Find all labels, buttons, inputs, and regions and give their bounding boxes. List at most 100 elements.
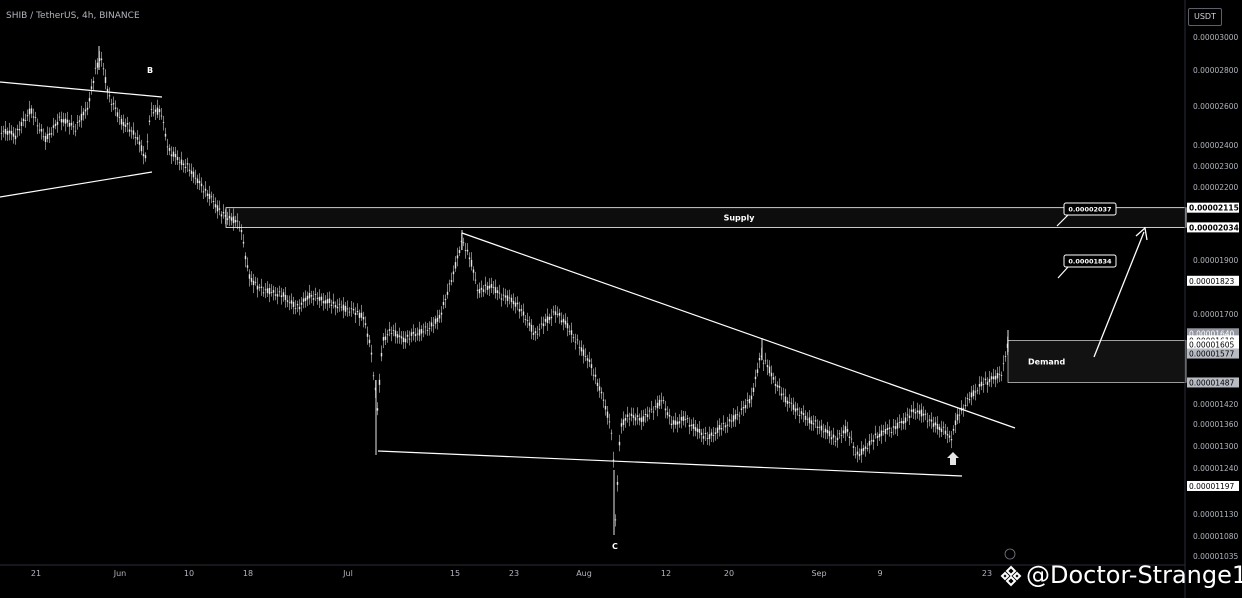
candle-body xyxy=(50,133,53,135)
price-tag-bg xyxy=(1187,339,1239,350)
candle-body xyxy=(972,390,975,397)
candle-body xyxy=(214,204,217,208)
candle-body xyxy=(22,118,25,122)
candle-body xyxy=(78,120,81,122)
watermark-text: @Doctor-Strange1 xyxy=(1026,561,1242,589)
candle-body xyxy=(712,435,715,436)
candle-body xyxy=(774,383,777,386)
callout-00002037-leader xyxy=(1056,214,1069,227)
candle-body xyxy=(294,308,297,309)
currency-button[interactable]: USDT xyxy=(1188,8,1222,26)
candle-body xyxy=(68,123,71,127)
candle-body xyxy=(610,432,613,434)
candle-body xyxy=(956,414,959,421)
candle-body xyxy=(1002,363,1005,365)
candle-body xyxy=(606,411,609,418)
candle-body xyxy=(586,358,589,361)
candle-body xyxy=(978,384,981,387)
candle-body xyxy=(108,95,111,97)
candle-body xyxy=(980,381,983,387)
candle-body xyxy=(478,289,481,294)
candle-body xyxy=(344,306,347,312)
candle-body xyxy=(192,171,195,178)
y-tick-label: 0.00001240 xyxy=(1193,464,1239,473)
candle-body xyxy=(952,428,955,431)
candle-body xyxy=(912,409,915,413)
candle-body xyxy=(124,124,127,127)
candle-body xyxy=(88,98,91,102)
candle-body xyxy=(114,107,117,109)
candle-body xyxy=(554,311,557,315)
candle-body xyxy=(234,220,237,223)
candle-body xyxy=(90,86,93,89)
binance-logo-icon xyxy=(1000,565,1022,587)
candle-body xyxy=(168,148,171,151)
candle-body xyxy=(906,414,909,416)
candle-body xyxy=(818,426,821,428)
candle-body xyxy=(488,285,491,289)
candle-body xyxy=(994,375,997,380)
x-tick-label: Sep xyxy=(811,569,826,578)
candle-body xyxy=(380,353,383,357)
candle-body xyxy=(386,334,389,336)
candle-body xyxy=(84,109,87,112)
candle-body xyxy=(458,250,461,253)
candle-body xyxy=(476,289,479,291)
candle-body xyxy=(140,145,143,152)
candle-body xyxy=(648,410,651,412)
candle-body xyxy=(986,381,989,385)
candle-body xyxy=(28,108,31,115)
candle-body xyxy=(8,130,11,134)
y-tick-label: 0.00003000 xyxy=(1193,33,1239,42)
candle-body xyxy=(70,122,73,126)
candle-body xyxy=(338,303,341,305)
candle-body xyxy=(816,426,819,428)
candle-body xyxy=(242,241,245,244)
candle-body xyxy=(718,425,721,430)
candle-body xyxy=(754,376,757,380)
x-tick-label: 23 xyxy=(982,569,992,578)
candle-body xyxy=(462,242,465,244)
candle-body xyxy=(706,438,709,439)
candle-body xyxy=(514,302,517,307)
candle-body xyxy=(328,298,331,303)
candle-body xyxy=(544,318,547,322)
candle-body xyxy=(250,278,253,282)
candle-body xyxy=(80,113,83,121)
candle-body xyxy=(232,216,235,224)
candle-body xyxy=(650,408,653,410)
candle-body xyxy=(950,439,953,441)
candle-body xyxy=(920,409,923,417)
candle-body xyxy=(262,292,265,294)
candle-body xyxy=(44,136,47,142)
callout-00002037-box xyxy=(1063,202,1117,216)
candle-body xyxy=(668,415,671,417)
candle-body xyxy=(572,337,575,339)
candle-body xyxy=(308,292,311,299)
candle-body xyxy=(500,298,503,300)
candle-body xyxy=(498,292,501,294)
candle-body xyxy=(492,286,495,288)
candle-body xyxy=(274,294,277,296)
x-tick-label: Jul xyxy=(342,569,353,578)
candle-body xyxy=(782,393,785,395)
candle-body xyxy=(662,400,665,401)
callout-00001834: 0.00001834 xyxy=(1068,258,1112,266)
candle-body xyxy=(236,220,239,222)
candle-body xyxy=(210,196,213,198)
candle-body xyxy=(58,116,61,118)
candle-body xyxy=(94,67,97,69)
candle-body xyxy=(660,400,663,402)
candle-body xyxy=(820,425,823,431)
price-tag-label: 0.00002115 xyxy=(1189,204,1239,213)
candle-body xyxy=(696,428,699,432)
price-tag-label: 0.00001197 xyxy=(1189,482,1235,491)
candle-body xyxy=(924,413,927,415)
candle-body xyxy=(922,413,925,416)
candle-body xyxy=(128,129,131,132)
candle-body xyxy=(468,257,471,260)
candle-body xyxy=(658,399,661,406)
candle-body xyxy=(336,306,339,309)
candle-body xyxy=(414,334,417,337)
